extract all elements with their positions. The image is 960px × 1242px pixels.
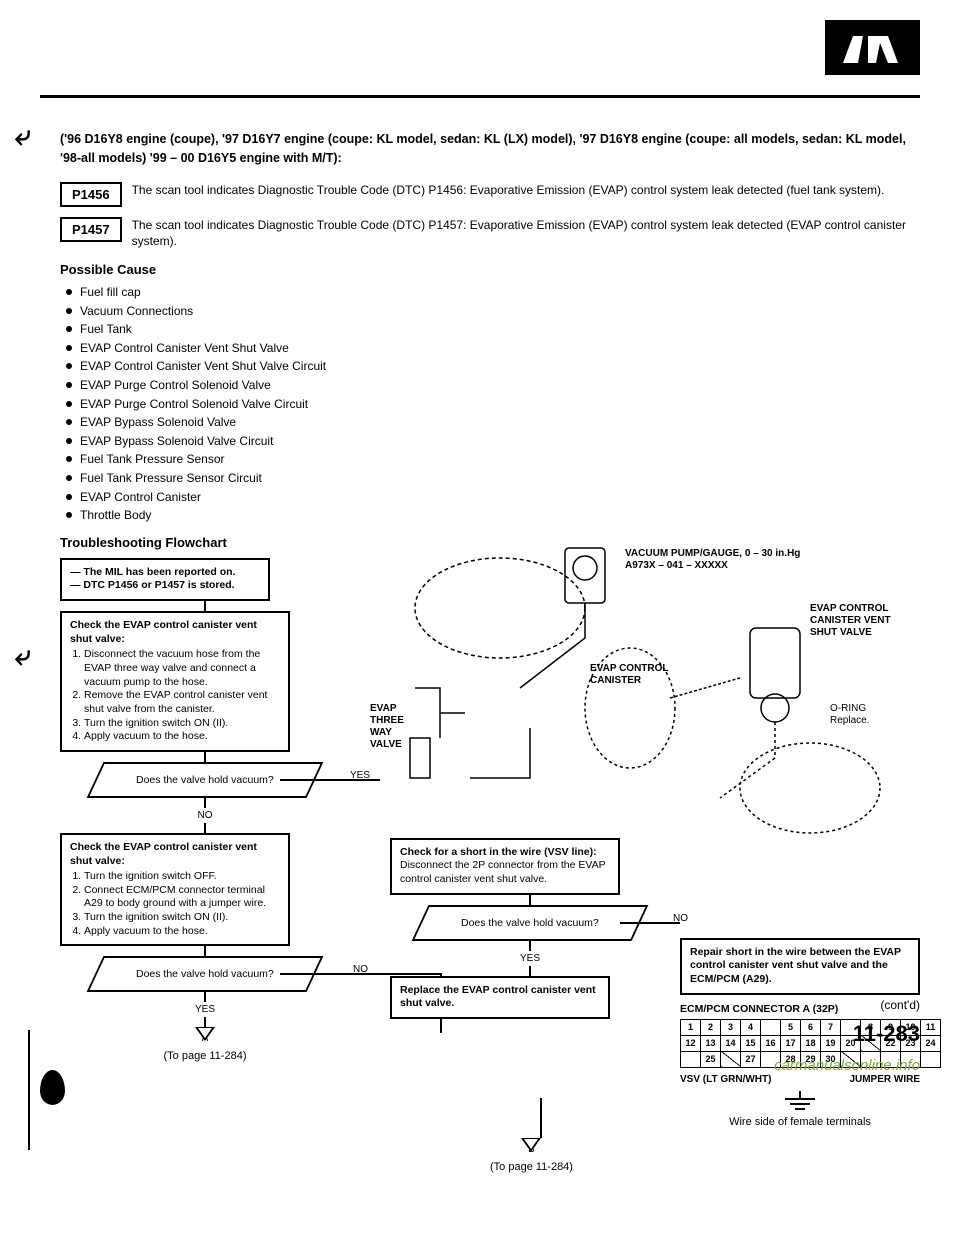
- step: Apply vacuum to the hose.: [84, 925, 280, 939]
- vehicle-header: ('96 D16Y8 engine (coupe), '97 D16Y7 eng…: [60, 130, 920, 168]
- to-page-ref: (To page 11-284): [490, 1161, 573, 1173]
- step: Disconnect the vacuum hose from the EVAP…: [84, 648, 280, 689]
- watermark: carmanualsonline.info: [774, 1057, 920, 1074]
- step: Apply vacuum to the hose.: [84, 730, 280, 744]
- vacuum-pump-label: VACUUM PUMP/GAUGE, 0 – 30 in.Hg A973X – …: [625, 548, 805, 572]
- dtc-description: The scan tool indicates Diagnostic Troub…: [132, 217, 920, 251]
- page-number: 11-283: [853, 1021, 920, 1047]
- cause-item: EVAP Control Canister: [66, 488, 920, 507]
- header-rule: [40, 95, 920, 98]
- side-divider: [28, 1030, 30, 1150]
- text: Check the EVAP control canister vent shu…: [70, 619, 257, 645]
- cause-item: Vacuum Connections: [66, 302, 920, 321]
- continued-label: (cont'd): [880, 998, 920, 1012]
- cause-item: EVAP Purge Control Solenoid Valve: [66, 376, 920, 395]
- oring-label: O-RING Replace.: [830, 703, 900, 727]
- step: Turn the ignition switch ON (II).: [84, 717, 280, 731]
- side-arrow-icon: ⤶: [15, 120, 31, 153]
- cause-item: Fuel Tank: [66, 320, 920, 339]
- cause-item: EVAP Control Canister Vent Shut Valve: [66, 339, 920, 358]
- dtc-code-box: P1457: [60, 217, 122, 242]
- cause-item: EVAP Bypass Solenoid Valve: [66, 413, 920, 432]
- brand-logo: [825, 20, 920, 75]
- text: — DTC P1456 or P1457 is stored.: [70, 579, 235, 591]
- text: Check the EVAP control canister vent shu…: [70, 841, 257, 867]
- drop-icon: [40, 1070, 65, 1105]
- dtc-description: The scan tool indicates Diagnostic Troub…: [132, 182, 885, 199]
- step: Turn the ignition switch OFF.: [84, 870, 280, 884]
- cause-item: Fuel fill cap: [66, 283, 920, 302]
- cause-item: EVAP Control Canister Vent Shut Valve Ci…: [66, 357, 920, 376]
- yes-label: YES: [60, 1004, 350, 1015]
- cause-item: EVAP Purge Control Solenoid Valve Circui…: [66, 395, 920, 414]
- flow-check-box-2: Check the EVAP control canister vent shu…: [60, 833, 290, 946]
- flowchart-left: — The MIL has been reported on. — DTC P1…: [60, 558, 350, 1063]
- shut-valve-label: EVAP CONTROL CANISTER VENT SHUT VALVE: [810, 603, 900, 639]
- dtc-code-box: P1456: [60, 182, 122, 207]
- text: — The MIL has been reported on.: [70, 566, 236, 578]
- possible-cause-title: Possible Cause: [60, 262, 920, 277]
- canister-label: EVAP CONTROL CANISTER: [590, 663, 670, 687]
- step: Remove the EVAP control canister vent sh…: [84, 689, 280, 716]
- no-label: NO: [60, 810, 350, 821]
- to-page-ref: (To page 11-284): [60, 1050, 350, 1062]
- causes-list: Fuel fill capVacuum ConnectionsFuel Tank…: [66, 283, 920, 525]
- cause-item: Fuel Tank Pressure Sensor Circuit: [66, 469, 920, 488]
- three-way-valve-label: EVAP THREE WAY VALVE: [370, 703, 425, 751]
- side-arrow-icon: ⤶: [15, 640, 31, 673]
- flow-check-box-1: Check the EVAP control canister vent shu…: [60, 611, 290, 752]
- flow-start-box: — The MIL has been reported on. — DTC P1…: [60, 558, 270, 601]
- cause-item: Fuel Tank Pressure Sensor: [66, 450, 920, 469]
- step: Connect ECM/PCM connector terminal A29 t…: [84, 884, 280, 911]
- step: Turn the ignition switch ON (II).: [84, 911, 280, 925]
- cause-item: EVAP Bypass Solenoid Valve Circuit: [66, 432, 920, 451]
